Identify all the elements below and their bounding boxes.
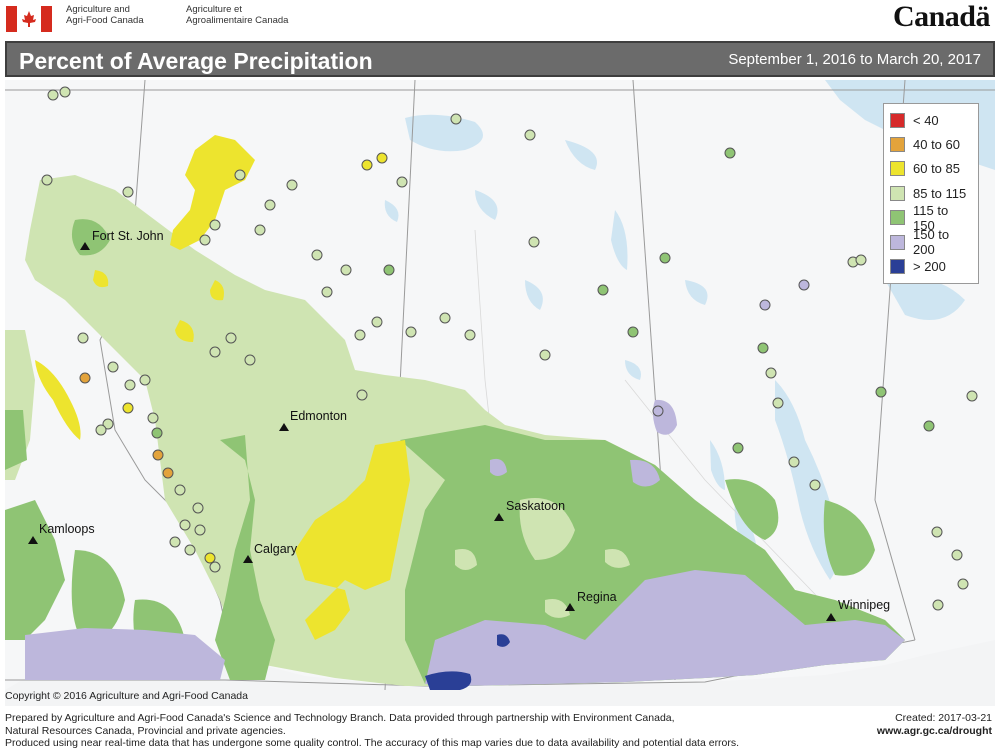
footer-line-3: Produced using near real-time data that … [5, 737, 740, 749]
legend-row-60-85: 60 to 85 [890, 157, 972, 181]
reindeer-lake [611, 210, 628, 270]
us-area [5, 640, 995, 706]
fort-st-john-marker-icon [80, 242, 90, 250]
agency-en-line1: Agriculture and [66, 4, 130, 15]
legend-label: 60 to 85 [913, 161, 960, 177]
footer-line-1: Prepared by Agriculture and Agri-Food Ca… [5, 712, 675, 724]
legend-swatch [890, 112, 905, 128]
canada-wordmark: Canadä [892, 0, 991, 33]
city-label-kamloops: Kamloops [39, 522, 95, 536]
station-markers [41, 86, 978, 611]
regina-marker-icon [565, 603, 575, 611]
drought-url-link[interactable]: www.agr.gc.ca/drought [876, 724, 992, 737]
agency-name-french: Agriculture et Agroalimentaire Canada [186, 4, 288, 26]
header: Agriculture and Agri-Food Canada Agricul… [0, 0, 1000, 40]
legend-label: 85 to 115 [913, 185, 967, 201]
legend-label: > 200 [913, 259, 946, 275]
scattered-lakes-5 [525, 280, 543, 310]
city-label-edmonton: Edmonton [290, 409, 347, 423]
legend-swatch [890, 137, 905, 153]
legend-label: 150 to 200 [913, 227, 950, 258]
lake-winnipegosis [710, 440, 725, 490]
created-date: Created: 2017-03-21 [895, 712, 992, 724]
map-canvas: Fort St. John Edmonton Kamloops Calgary … [5, 80, 995, 706]
agency-en-line2: Agri-Food Canada [66, 15, 144, 26]
legend-label: < 40 [913, 112, 939, 128]
legend-row-115-150: 115 to 150 [890, 202, 972, 233]
saskatoon-marker-icon [494, 513, 504, 521]
scattered-lakes-1 [565, 140, 597, 170]
legend-label: 115 to 150 [913, 202, 949, 233]
lake-winnipeg [775, 380, 839, 580]
legend-swatch [890, 259, 905, 275]
scattered-lakes-4 [885, 277, 965, 320]
zone-gt-200 [425, 634, 510, 690]
city-label-regina: Regina [577, 590, 617, 604]
scattered-lakes-7 [384, 200, 399, 222]
scattered-lakes-6 [625, 360, 641, 380]
city-label-fort-st-john: Fort St. John [92, 229, 164, 243]
legend-row-150-200: 150 to 200 [890, 227, 972, 258]
date-range: September 1, 2016 to March 20, 2017 [728, 51, 981, 68]
kamloops-marker-icon [28, 536, 38, 544]
legend-swatch [890, 161, 905, 177]
agency-fr-line1: Agriculture et [186, 4, 242, 15]
copyright-notice: Copyright © 2016 Agriculture and Agri-Fo… [5, 690, 248, 702]
winnipeg-marker-icon [826, 613, 836, 621]
legend-swatch [890, 210, 905, 226]
canada-flag-icon [6, 6, 52, 32]
title-bar: Percent of Average Precipitation Septemb… [5, 41, 995, 77]
precipitation-map: Fort St. John Edmonton Kamloops Calgary … [5, 80, 995, 706]
legend-swatch [890, 234, 905, 250]
zone-60-85 [35, 135, 410, 640]
road-6 [624, 379, 836, 616]
legend-label: 40 to 60 [913, 137, 960, 153]
city-markers [28, 242, 836, 621]
agency-fr-line2: Agroalimentaire Canada [186, 15, 289, 26]
calgary-marker-icon [243, 555, 253, 563]
city-label-calgary: Calgary [254, 542, 298, 556]
legend-row-lt40: < 40 [890, 108, 972, 132]
agency-name-english: Agriculture and Agri-Food Canada [66, 4, 144, 26]
map-legend: < 40 40 to 60 60 to 85 85 to 115 115 to … [883, 103, 979, 284]
legend-row-gt200: > 200 [890, 254, 972, 278]
footer-meta: Created: 2017-03-21 www.agr.gc.ca/drough… [877, 712, 992, 737]
scattered-lakes-2 [475, 190, 498, 220]
footer-notes: Prepared by Agriculture and Agri-Food Ca… [5, 712, 805, 750]
map-title: Percent of Average Precipitation [19, 48, 373, 74]
edmonton-marker-icon [279, 423, 289, 431]
legend-row-40-60: 40 to 60 [890, 132, 972, 156]
scattered-lakes-3 [685, 280, 708, 305]
city-label-saskatoon: Saskatoon [506, 499, 565, 513]
zone-85-115-pockets [455, 498, 630, 618]
city-label-winnipeg: Winnipeg [838, 598, 890, 612]
footer-line-2: Natural Resources Canada, Provincial and… [5, 724, 286, 737]
legend-swatch [890, 185, 905, 201]
legend-row-85-115: 85 to 115 [890, 181, 972, 205]
lake-athabasca-area [405, 114, 483, 152]
